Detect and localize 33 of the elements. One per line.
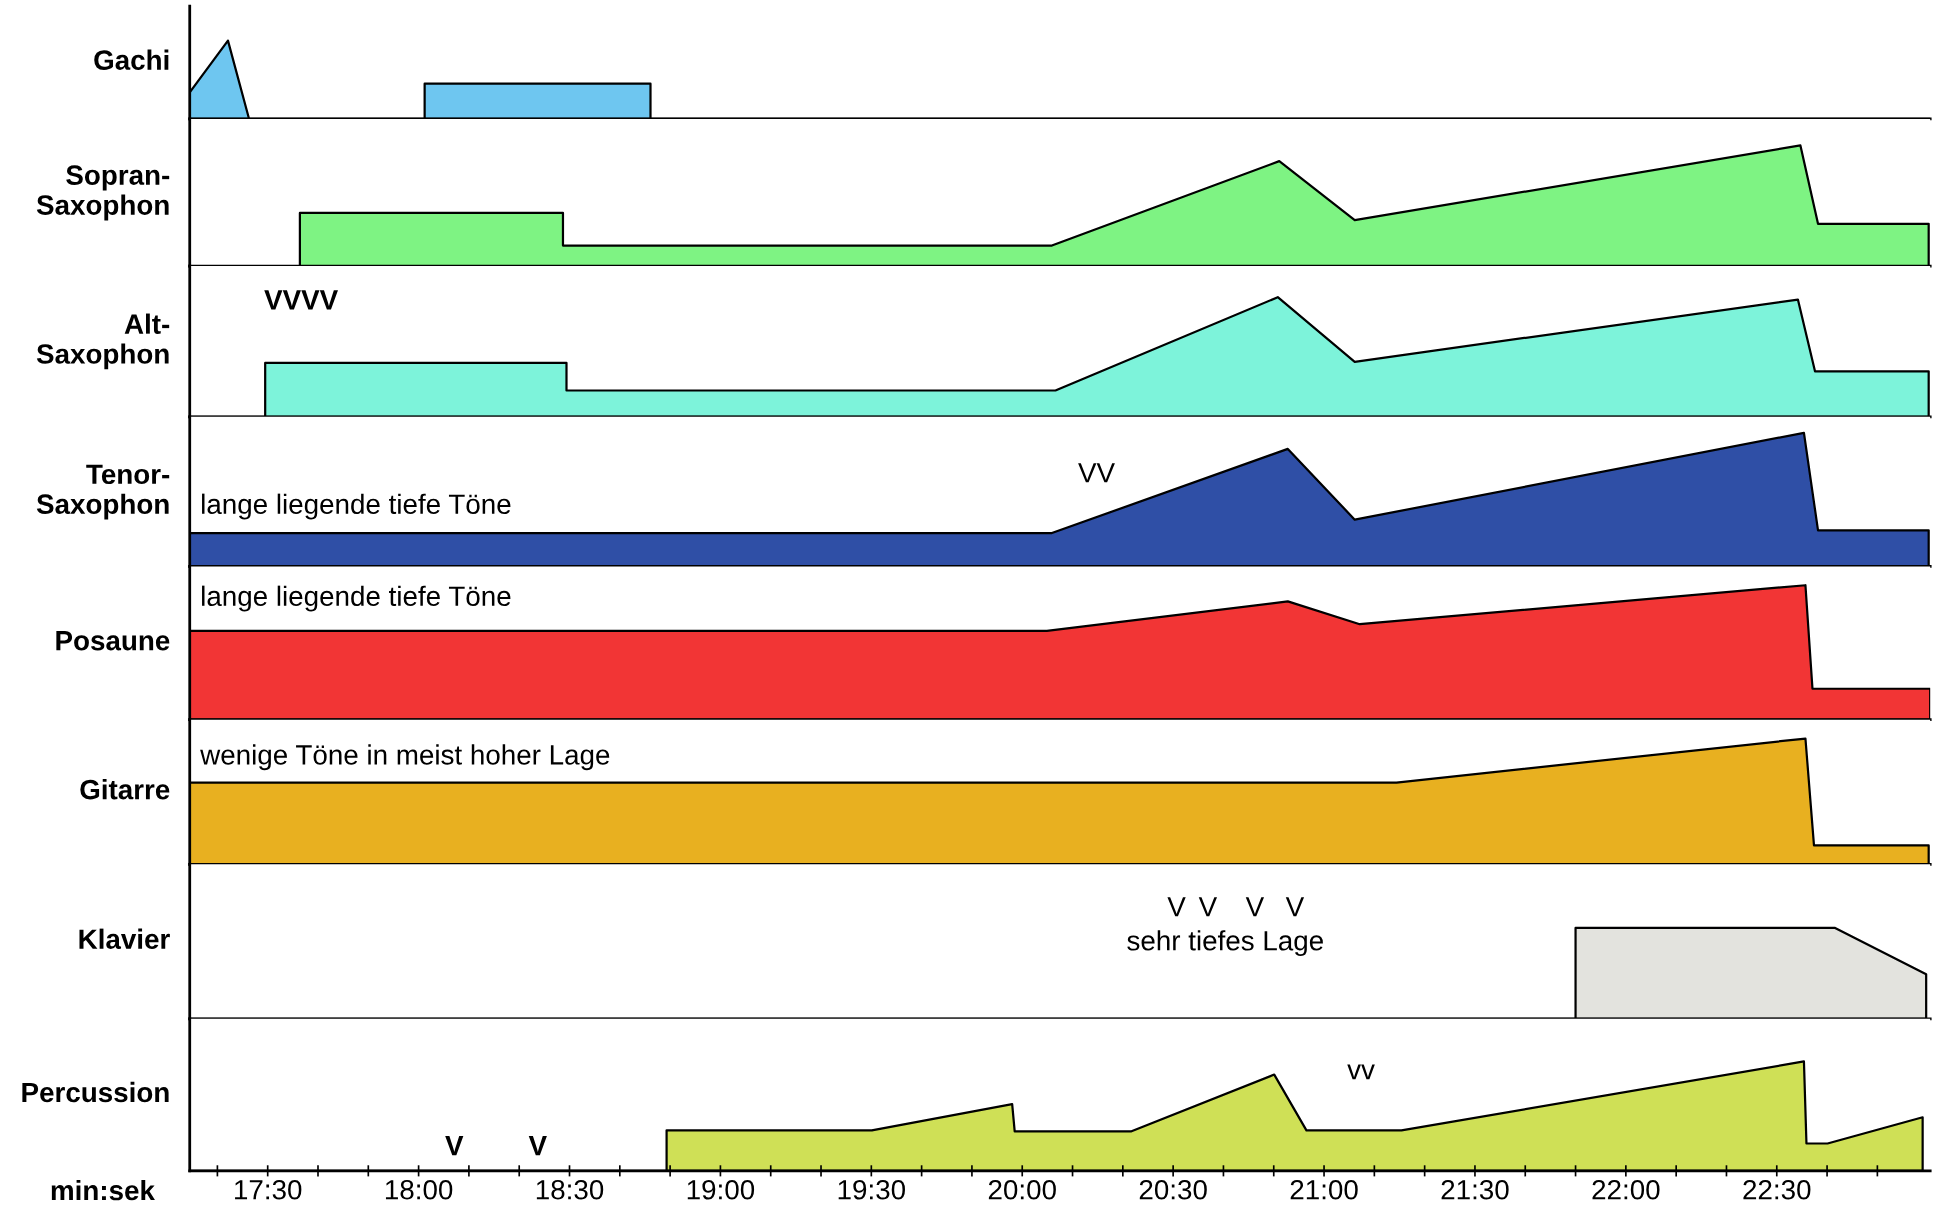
y-axis-title: Percussion: [22, 1081, 169, 1103]
y-axis-title: Gachi: [94, 49, 169, 70]
annotation: VVVV: [264, 290, 338, 310]
y-axis-title: Sopran- Saxophon: [36, 165, 170, 221]
y-axis-title: Gitarre: [80, 779, 170, 800]
y-axis-title: Tenor- Saxophon: [36, 464, 170, 520]
text: V: [1167, 897, 1186, 917]
annotation: lange liegende tiefe Töne: [202, 493, 511, 520]
annotation: wenige Töne in meist hoher Lage: [200, 744, 610, 771]
x-tick-label: 17:30: [235, 1179, 302, 1200]
x-tick-label: 19:00: [687, 1179, 755, 1200]
x-tick-label: 21:30: [1441, 1179, 1509, 1200]
annotation: VV: [1078, 463, 1115, 483]
x-tick-label: 20:30: [1139, 1179, 1207, 1200]
x-tick-label: 20:00: [988, 1179, 1056, 1200]
y-axis-title: Alt- Saxophon: [36, 313, 170, 370]
text: V: [1285, 897, 1305, 917]
text: V: [1198, 897, 1218, 917]
annotation: V: [445, 1136, 464, 1156]
x-tick-label: 22:00: [1592, 1179, 1660, 1200]
x-tick-label: 19:30: [838, 1179, 905, 1200]
text: V: [1245, 897, 1265, 917]
annotation: V: [528, 1136, 547, 1156]
x-axis-title: min:sek: [51, 1179, 155, 1201]
x-tick-label: 18:30: [536, 1179, 604, 1200]
x-tick-label: 22:30: [1743, 1179, 1811, 1200]
y-axis-title: Posaune: [56, 631, 170, 651]
annotation: lange liegende tiefe Töne: [202, 585, 511, 612]
x-tick-label: 18:00: [385, 1179, 453, 1200]
y-axis-title: Klavier: [79, 928, 170, 950]
x-tick-label: 21:00: [1290, 1179, 1358, 1200]
annotation: vv: [1347, 1064, 1375, 1080]
annotation: sehr tiefes Lage: [1127, 930, 1323, 957]
